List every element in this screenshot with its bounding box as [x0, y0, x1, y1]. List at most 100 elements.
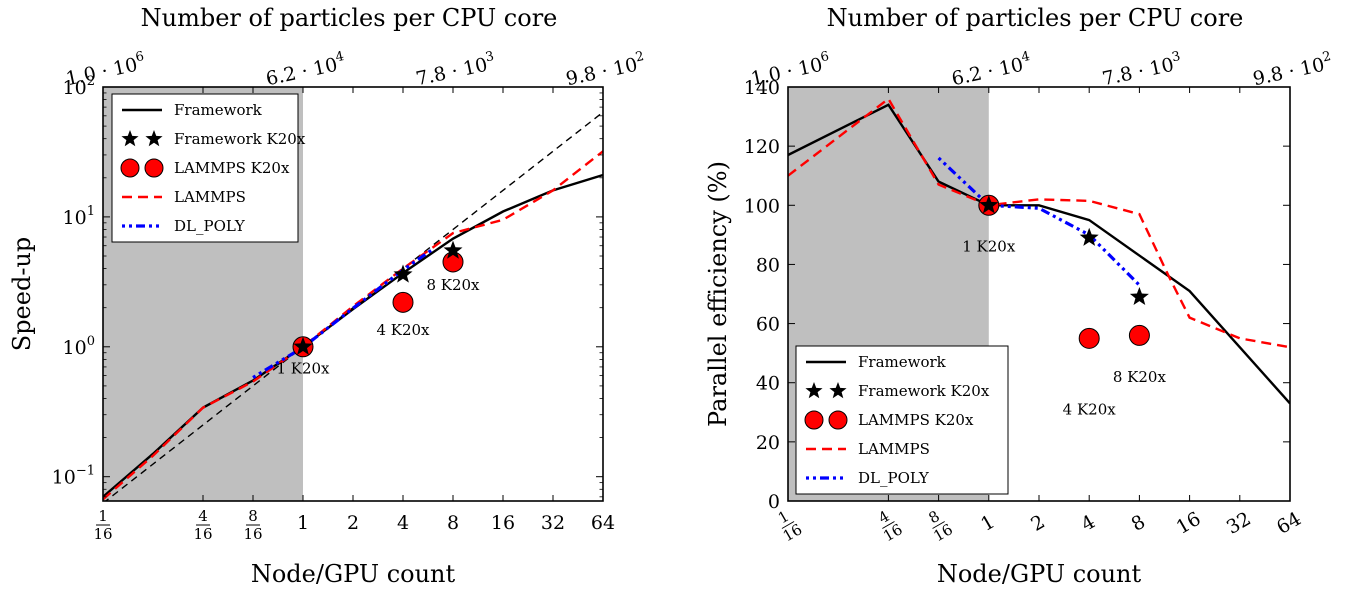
legend-circle	[828, 410, 848, 430]
point-annotation: 8 K20x	[1113, 368, 1167, 386]
series-line-dl-poly	[252, 248, 434, 379]
legend-label: DL_POLY	[858, 469, 930, 487]
series-line-lammps	[103, 150, 603, 501]
legend-circle	[144, 158, 164, 178]
legend-label: LAMMPS	[858, 440, 930, 458]
y-tick-label: 100	[63, 334, 95, 359]
legend-box	[111, 93, 299, 243]
x-tick-label: 64	[591, 512, 615, 534]
framework-k20x-point	[293, 336, 313, 355]
legend-label: Framework	[174, 101, 263, 119]
y-axis-title: Parallel efficiency (%)	[704, 161, 732, 427]
top-tick-text: 6.2 · 104	[949, 49, 1033, 90]
legend: Framework Framework K20x LAMMPS K20x LAMMPS…	[795, 345, 1009, 495]
series-line-framework	[788, 103, 1290, 405]
x-tick-label: 816	[925, 507, 955, 545]
x-tick-text: 32	[541, 512, 565, 534]
legend-label: Framework	[858, 353, 947, 371]
x-tick-label: 32	[541, 512, 565, 534]
top-tick-text: 1.0 · 106	[63, 49, 147, 90]
x-tick-denominator: 16	[93, 525, 112, 543]
x-tick-text: 4	[1077, 511, 1098, 536]
point-annotation: 4 K20x	[376, 321, 430, 339]
x-tick-text: 32	[1223, 508, 1255, 539]
top-tick-text: 7.8 · 103	[1100, 49, 1184, 90]
x-tick-label: 416	[193, 507, 212, 543]
point-annotation: 8 K20x	[426, 276, 480, 294]
point-annotation: 1 K20x	[962, 238, 1016, 256]
legend: Framework Framework K20x LAMMPS K20x LAMMPS…	[111, 93, 306, 243]
x-tick-numerator: 4	[198, 507, 208, 525]
x-tick-denominator: 16	[243, 525, 262, 543]
x-tick-text: 2	[1027, 511, 1048, 536]
fraction-bar	[932, 521, 945, 529]
y-tick-label: 140	[744, 77, 780, 99]
x-tick-label: 816	[243, 507, 262, 543]
plot-area	[103, 111, 603, 501]
x-tick-label: 16	[1173, 508, 1205, 539]
top-axis-title: Number of particles per CPU core	[141, 4, 558, 32]
legend-star	[805, 382, 823, 399]
x-tick-text: 4	[397, 512, 409, 534]
x-tick-label: 16	[491, 512, 515, 534]
x-tick-text: 64	[591, 512, 615, 534]
fraction-bar	[781, 521, 795, 529]
x-tick-label: 2	[1027, 511, 1048, 536]
top-tick-text: 1.0 · 106	[748, 49, 832, 90]
x-tick-numerator: 8	[248, 507, 258, 525]
legend-label: LAMMPS	[174, 188, 246, 206]
top-tick-label: 9.8 · 102	[1250, 49, 1334, 90]
x-tick-label: 2	[347, 512, 359, 534]
top-tick-label: 1.0 · 106	[748, 49, 832, 90]
x-tick-label: 4	[1077, 511, 1098, 536]
lammps-k20x-point	[1078, 327, 1100, 349]
legend-star	[145, 130, 163, 147]
series-line-dl-poly	[937, 156, 1141, 287]
x-tick-label: 1	[297, 512, 309, 534]
y-axis-title: Speed-up	[8, 237, 36, 352]
x-axis-title: Node/GPU count	[937, 560, 1142, 588]
x-tick-label: 8	[447, 512, 459, 534]
y-tick-label: 40	[756, 373, 780, 395]
top-tick-label: 1.0 · 106	[63, 49, 147, 90]
fraction-bar	[882, 521, 895, 529]
x-tick-text: 64	[1273, 508, 1305, 539]
x-tick-denominator: 16	[193, 525, 212, 543]
y-tick-label: 10−1	[52, 464, 95, 489]
legend-label: LAMMPS K20x	[174, 159, 290, 177]
x-tick-text: 2	[347, 512, 359, 534]
legend-box	[795, 345, 1009, 495]
x-tick-label: 4	[397, 512, 409, 534]
x-tick-text: 16	[491, 512, 515, 534]
top-tick-text: 9.8 · 102	[563, 49, 647, 90]
legend-circle	[120, 158, 140, 178]
legend-label: Framework K20x	[858, 382, 990, 400]
x-tick-text: 8	[447, 512, 459, 534]
top-tick-label: 7.8 · 103	[414, 49, 496, 90]
lammps-k20x-point	[1128, 324, 1150, 346]
framework-k20x-point	[979, 195, 999, 214]
top-tick-label: 7.8 · 103	[1100, 49, 1184, 90]
x-axis-title: Node/GPU count	[251, 560, 456, 588]
legend-label: Framework K20x	[174, 130, 306, 148]
x-tick-numerator: 1	[98, 507, 108, 525]
top-tick-label: 6.2 · 104	[263, 49, 347, 90]
x-tick-label: 8	[1128, 511, 1149, 536]
x-tick-label: 416	[875, 507, 905, 545]
top-tick-text: 6.2 · 104	[263, 49, 347, 90]
x-tick-label: 116	[93, 507, 112, 543]
x-tick-text: 1	[297, 512, 309, 534]
legend-circle	[804, 410, 824, 430]
framework-k20x-point	[1079, 227, 1099, 246]
y-tick-label: 20	[756, 432, 780, 454]
point-annotation: 4 K20x	[1063, 400, 1117, 418]
y-tick-label: 0	[768, 491, 780, 513]
series-line-lammps	[788, 97, 1290, 349]
top-tick-text: 9.8 · 102	[1250, 49, 1334, 90]
top-axis-title: Number of particles per CPU core	[827, 4, 1244, 32]
y-tick-label: 80	[756, 254, 780, 276]
y-tick-label: 100	[744, 195, 780, 217]
y-tick-label: 120	[744, 136, 780, 158]
